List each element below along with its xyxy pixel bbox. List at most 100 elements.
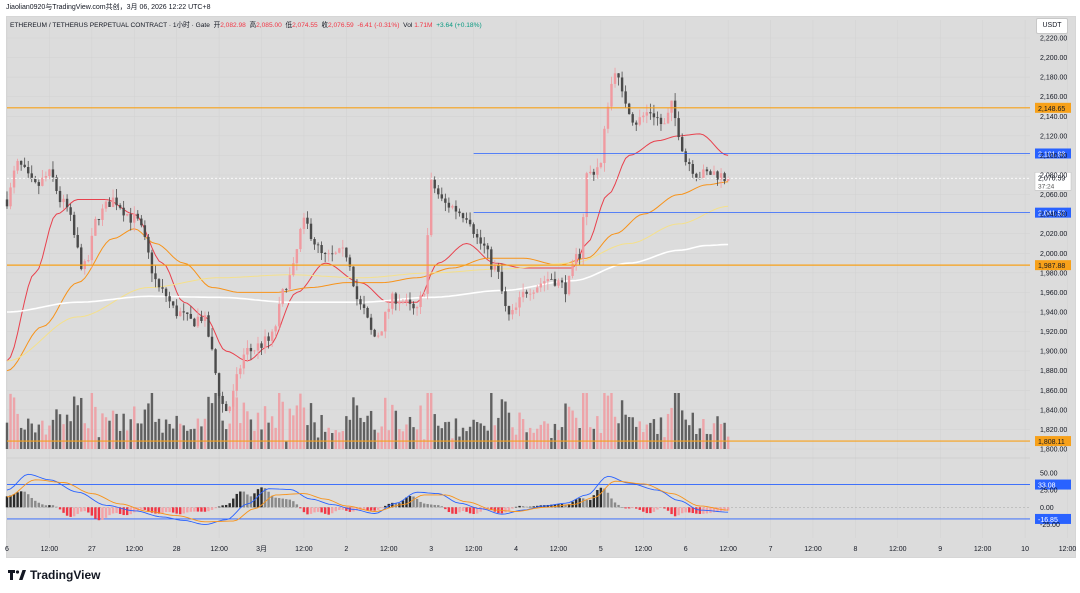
- volume-bar-132: [472, 419, 475, 449]
- currency-button[interactable]: USDT: [1036, 18, 1068, 34]
- candle-body-12: [48, 169, 51, 177]
- macd-histogram-36: [133, 507, 136, 513]
- macd-histogram-142: [507, 507, 511, 511]
- symbol-name: ETHEREUM / TETHERUS PERPETUAL CONTRACT ·…: [10, 22, 210, 29]
- macd-histogram-171: [610, 498, 613, 508]
- volume-bar-29: [108, 420, 111, 449]
- candle-body-59: [214, 349, 217, 374]
- volume-bar-25: [94, 406, 97, 449]
- tradingview-brand[interactable]: TradingView: [8, 568, 100, 582]
- volume-bar-153: [546, 423, 550, 449]
- candle-body-159: [567, 275, 571, 295]
- price-axis[interactable]: 2,220.00 2,200.00 2,180.00 2,160.00 2,140.00…: [1040, 36, 1067, 530]
- macd-histogram-32: [118, 507, 122, 514]
- macd-histogram-155: [553, 504, 557, 508]
- volume-bar-93: [334, 430, 337, 449]
- macd-histogram-195: [695, 507, 698, 514]
- candle-body-64: [232, 390, 235, 407]
- candle-body-163: [582, 217, 585, 259]
- volume-bar-9: [37, 424, 41, 449]
- candle-body-76: [274, 326, 277, 332]
- volume-bar-191: [680, 410, 684, 449]
- open-value: 2,082.98: [220, 22, 246, 29]
- macd-histogram-143: [511, 507, 514, 509]
- candle-body-2: [12, 170, 16, 188]
- candle-body-84: [302, 217, 306, 229]
- candle-body-81: [292, 263, 295, 276]
- macd-histogram-12: [48, 505, 51, 508]
- candle-body-162: [578, 254, 581, 259]
- candle-body-4: [19, 160, 23, 165]
- candle-body-28: [104, 201, 108, 209]
- volume-bars: [5, 393, 730, 449]
- volume-bar-190: [677, 393, 680, 449]
- macd-histogram-177: [631, 507, 634, 509]
- candle-body-34: [125, 213, 129, 216]
- volume-bar-171: [610, 393, 613, 449]
- volume-bar-193: [688, 425, 691, 449]
- volume-bar-33: [122, 413, 125, 449]
- macd-histogram-130: [465, 507, 468, 512]
- macd-histogram-201: [716, 507, 719, 512]
- macd-histogram-125: [447, 507, 451, 513]
- price-tick-20: 1,820.00: [1040, 427, 1067, 434]
- candle-body-1: [9, 187, 12, 207]
- candle-body-68: [246, 348, 249, 355]
- candle-body-5: [23, 164, 26, 168]
- symbol-legend[interactable]: ETHEREUM / TETHERUS PERPETUAL CONTRACT ·…: [10, 19, 482, 29]
- candle-body-138: [493, 264, 497, 270]
- candle-body-200: [712, 171, 716, 175]
- level-tag-3: [1035, 260, 1071, 271]
- candle-body-58: [210, 336, 214, 350]
- volume-bar-45: [164, 419, 168, 449]
- candle-body-102: [366, 307, 369, 318]
- volume-bar-167: [596, 416, 599, 449]
- candle-body-48: [175, 305, 178, 317]
- time-tick-22: 9: [938, 546, 942, 553]
- candle-body-168: [599, 163, 603, 168]
- macd-line: [6, 473, 729, 526]
- candle-body-31: [115, 197, 118, 206]
- volume-bar-185: [659, 417, 663, 449]
- horizontal-levels[interactable]: 2,148.65 2,101.98 2,041.52 1,987.88 1,808.11…: [7, 102, 1072, 447]
- volume-bar-12: [48, 425, 51, 449]
- volume-bar-77: [277, 393, 281, 449]
- volume-bar-86: [309, 403, 313, 449]
- macd-histogram-131: [468, 507, 472, 514]
- candle-body-6: [27, 167, 30, 174]
- macd-histogram-106: [380, 507, 383, 509]
- time-axis[interactable]: 6 12:00 27 12:00 28 12:00 3月 12:00 2 12:00 3 12:00 4…: [5, 545, 1080, 553]
- price-tick-8: 2,060.00: [1040, 192, 1067, 199]
- candle-body-19: [72, 214, 76, 235]
- volume-bar-76: [274, 427, 277, 449]
- macd-tick-0: 50.00: [1040, 470, 1058, 477]
- candle-body-9: [37, 182, 41, 186]
- candle-body-141: [504, 291, 507, 307]
- volume-bar-117: [419, 405, 422, 449]
- volume-bar-32: [118, 430, 122, 449]
- macd-histogram-138: [493, 507, 497, 512]
- candle-body-143: [511, 309, 514, 315]
- macd-histogram-128: [458, 507, 461, 513]
- volume-bar-69: [249, 419, 253, 449]
- candle-body-183: [652, 113, 656, 118]
- macd-histogram-127: [454, 507, 458, 514]
- moving-averages: [6, 133, 729, 372]
- volume-bar-3: [16, 413, 19, 449]
- candle-body-123: [440, 194, 444, 199]
- macd-histogram-99: [355, 507, 359, 511]
- candle-body-29: [108, 201, 111, 207]
- volume-bar-63: [228, 423, 231, 449]
- volume-bar-170: [606, 395, 610, 449]
- candle-body-99: [355, 286, 359, 300]
- volume-bar-155: [553, 423, 557, 449]
- volume-bar-52: [189, 429, 193, 449]
- volume-bar-42: [154, 421, 157, 449]
- macd-histogram-89: [320, 507, 323, 513]
- candle-body-67: [242, 354, 246, 369]
- volume-bar-67: [242, 402, 246, 449]
- candle-body-14: [55, 177, 58, 191]
- volume-bar-183: [652, 419, 656, 449]
- candle-body-160: [571, 263, 574, 276]
